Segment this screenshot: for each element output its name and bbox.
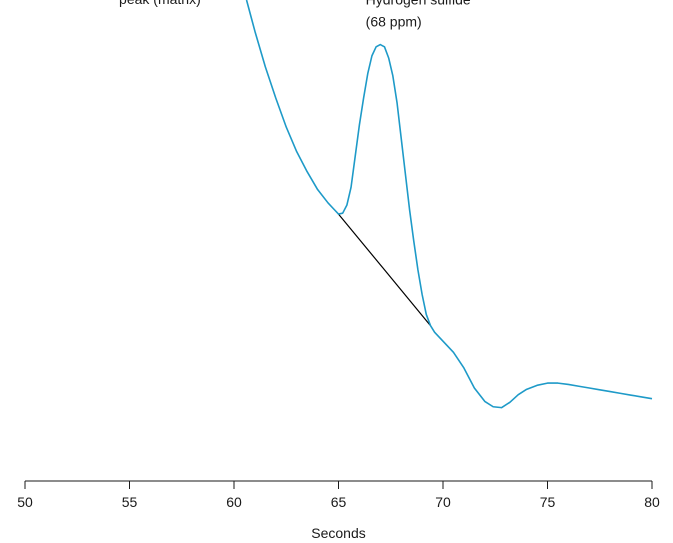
x-ticks: 50 55 60 65 70 75 80 bbox=[17, 481, 660, 510]
x-axis: 50 55 60 65 70 75 80 Seconds bbox=[17, 480, 660, 541]
annotation-line: Hydrogen sulfide bbox=[366, 0, 471, 7]
peak-baseline-line bbox=[338, 213, 431, 326]
chromatogram-signal-line bbox=[245, 0, 653, 409]
annotation-line: (68 ppm) bbox=[366, 13, 422, 29]
annotation-line: peak (matrix) bbox=[119, 0, 201, 7]
x-tick-label: 60 bbox=[226, 494, 242, 510]
x-tick-label: 55 bbox=[122, 494, 138, 510]
x-tick-label: 70 bbox=[435, 494, 451, 510]
annotation-hydrogen-sulfide: Hydrogen sulfide (68 ppm) bbox=[366, 0, 471, 29]
x-tick-label: 65 bbox=[331, 494, 347, 510]
plot-area bbox=[245, 0, 653, 409]
x-axis-title: Seconds bbox=[311, 525, 365, 541]
x-tick-label: 50 bbox=[17, 494, 33, 510]
annotation-tailing-ethane: Tailing ethanepeak (matrix) bbox=[119, 0, 206, 7]
x-tick-label: 75 bbox=[540, 494, 556, 510]
annotations: Tailing ethanepeak (matrix) Hydrogen sulf… bbox=[119, 0, 471, 29]
x-tick-label: 80 bbox=[644, 494, 660, 510]
